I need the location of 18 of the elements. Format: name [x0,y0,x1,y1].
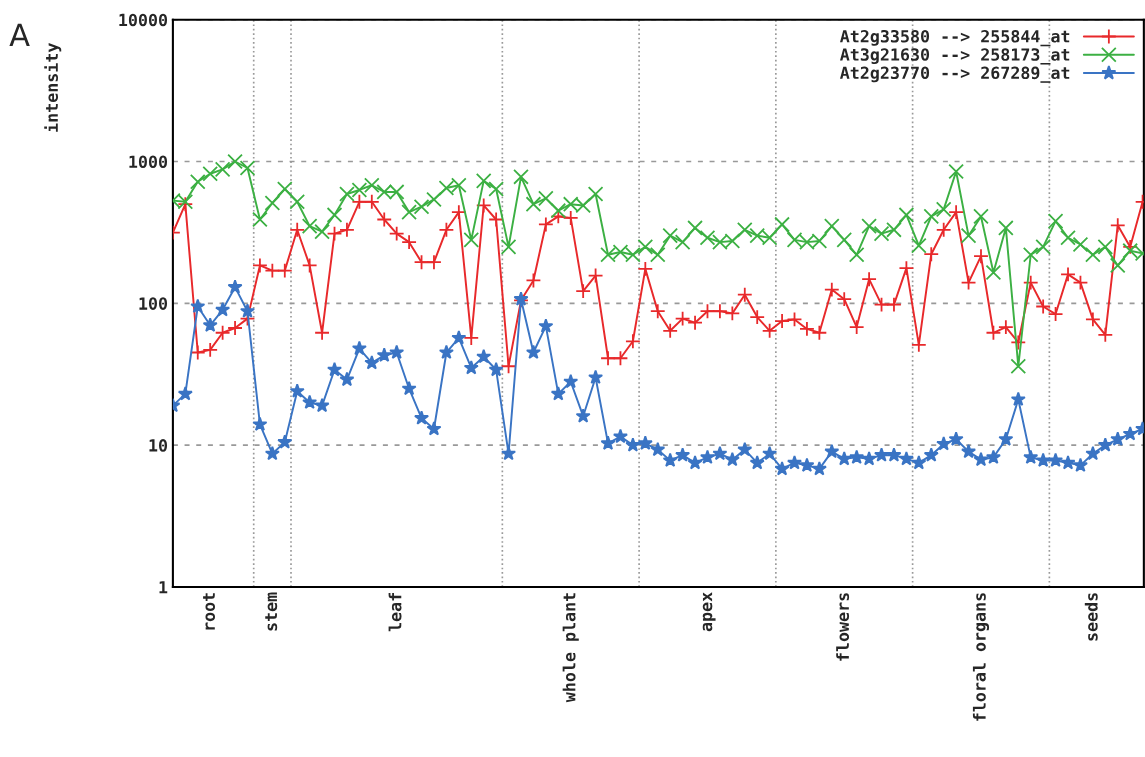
x-tick-label: floral organs [972,593,990,721]
y-tick-label: 100 [139,297,168,310]
y-tick-label: 1000 [129,155,168,169]
x-tick-label: seeds [1084,593,1098,641]
y-tick-label: 10 [149,439,168,452]
y-tick-label: 1 [159,581,168,594]
x-tick-label: stem [265,592,278,631]
x-tick-label: whole plant [562,593,579,703]
x-tick-label: flowers [836,593,850,661]
x-tick-label: root [203,593,216,630]
text: A [9,23,30,46]
y-axis-title: intensity [44,43,62,132]
legend-label: At2g33580 --> 255844_at [840,29,1070,47]
x-tick-label: apex [702,592,716,632]
legend-label: At2g23770 --> 267289_at [840,66,1070,83]
legend-label: At3g21630 --> 258173_at [840,48,1070,65]
x-tick-label: leaf [388,593,402,632]
y-tick-label: 10000 [119,13,168,27]
